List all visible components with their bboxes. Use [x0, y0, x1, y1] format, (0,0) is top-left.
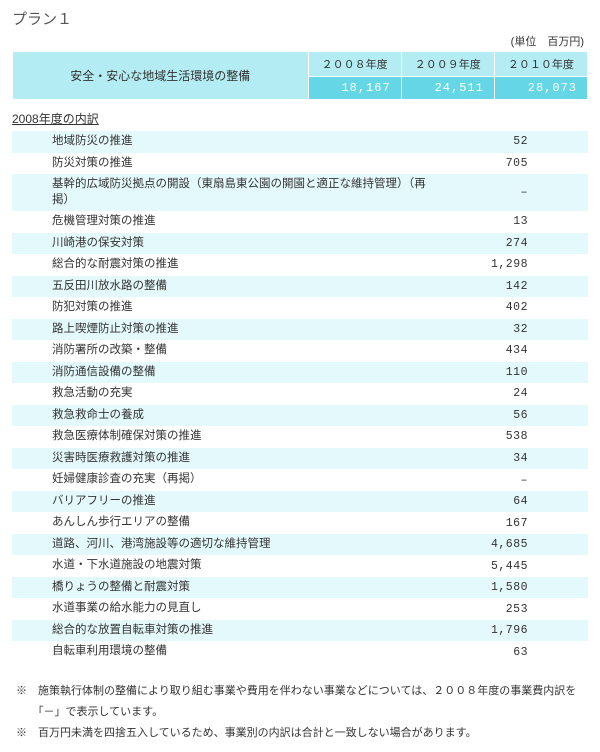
- row-value: 56: [432, 405, 588, 427]
- row-label: あんしん歩行エリアの整備: [12, 512, 432, 534]
- page-title: プラン１: [12, 8, 588, 29]
- row-value: 4,685: [432, 534, 588, 556]
- row-label: 道路、河川、港湾施設等の適切な維持管理: [12, 534, 432, 556]
- table-row: 救急医療体制確保対策の推進538: [12, 426, 588, 448]
- row-label: 妊婦健康診査の充実（再掲）: [12, 469, 432, 491]
- row-label: 防犯対策の推進: [12, 297, 432, 319]
- row-label: 地域防災の推進: [12, 131, 432, 153]
- table-row: 救急救命士の養成56: [12, 405, 588, 427]
- year-head-2: ２０１０年度: [494, 52, 587, 77]
- row-label: 水道・下水道施設の地震対策: [12, 555, 432, 577]
- table-row: 橋りょうの整備と耐震対策1,580: [12, 577, 588, 599]
- table-row: 地域防災の推進52: [12, 131, 588, 153]
- row-value: 142: [432, 276, 588, 298]
- breakdown-heading: 2008年度の内訳: [12, 110, 588, 127]
- table-row: 消防署所の改築・整備434: [12, 340, 588, 362]
- row-value: 1,298: [432, 254, 588, 276]
- summary-table: 安全・安心な地域生活環境の整備 ２００８年度 ２００９年度 ２０１０年度 18,…: [12, 51, 588, 100]
- table-row: 防犯対策の推進402: [12, 297, 588, 319]
- row-value: 64: [432, 491, 588, 513]
- table-row: 危機管理対策の推進13: [12, 211, 588, 233]
- year-val-0: 18,167: [308, 77, 401, 100]
- table-row: 五反田川放水路の整備142: [12, 276, 588, 298]
- table-row: バリアフリーの推進64: [12, 491, 588, 513]
- row-value: 24: [432, 383, 588, 405]
- row-value: 110: [432, 362, 588, 384]
- table-row: あんしん歩行エリアの整備167: [12, 512, 588, 534]
- year-head-0: ２００８年度: [308, 52, 401, 77]
- table-row: 道路、河川、港湾施設等の適切な維持管理4,685: [12, 534, 588, 556]
- table-row: 路上喫煙防止対策の推進32: [12, 319, 588, 341]
- footnote: ※ 百万円未満を四捨五入しているため、事業別の内訳は合計と一致しない場合がありま…: [16, 723, 584, 744]
- row-value: 34: [432, 448, 588, 470]
- row-label: 総合的な耐震対策の推進: [12, 254, 432, 276]
- row-value: 1,580: [432, 577, 588, 599]
- table-row: 基幹的広域防災拠点の開設（東扇島東公園の開園と適正な維持管理）（再掲）–: [12, 174, 588, 211]
- row-value: 1,796: [432, 620, 588, 642]
- row-label: 川崎港の保安対策: [12, 233, 432, 255]
- year-val-1: 24,511: [401, 77, 494, 100]
- row-label: 救急救命士の養成: [12, 405, 432, 427]
- table-row: 災害時医療救護対策の推進34: [12, 448, 588, 470]
- table-row: 総合的な耐震対策の推進1,298: [12, 254, 588, 276]
- row-value: 167: [432, 512, 588, 534]
- row-label: 自転車利用環境の整備: [12, 641, 432, 663]
- table-row: 川崎港の保安対策274: [12, 233, 588, 255]
- row-label: 防災対策の推進: [12, 153, 432, 175]
- row-label: 五反田川放水路の整備: [12, 276, 432, 298]
- row-value: 63: [432, 641, 588, 663]
- row-value: 274: [432, 233, 588, 255]
- footnote: ※ 施策執行体制の整備により取り組む事業や費用を伴わない事業などについては、２０…: [16, 681, 584, 723]
- row-value: 253: [432, 598, 588, 620]
- table-row: 水道事業の給水能力の見直し253: [12, 598, 588, 620]
- row-label: 水道事業の給水能力の見直し: [12, 598, 432, 620]
- row-value: 538: [432, 426, 588, 448]
- table-row: 妊婦健康診査の充実（再掲）–: [12, 469, 588, 491]
- row-value: 32: [432, 319, 588, 341]
- row-label: 橋りょうの整備と耐震対策: [12, 577, 432, 599]
- row-label: 消防署所の改築・整備: [12, 340, 432, 362]
- plan-desc: 安全・安心な地域生活環境の整備: [13, 52, 309, 100]
- row-value: 705: [432, 153, 588, 175]
- detail-table: 地域防災の推進52防災対策の推進705基幹的広域防災拠点の開設（東扇島東公園の開…: [12, 131, 588, 663]
- year-val-2: 28,073: [494, 77, 587, 100]
- row-label: 救急活動の充実: [12, 383, 432, 405]
- row-value: 434: [432, 340, 588, 362]
- row-label: 救急医療体制確保対策の推進: [12, 426, 432, 448]
- table-row: 水道・下水道施設の地震対策5,445: [12, 555, 588, 577]
- row-value: –: [432, 174, 588, 211]
- table-row: 防災対策の推進705: [12, 153, 588, 175]
- row-value: 52: [432, 131, 588, 153]
- row-label: バリアフリーの推進: [12, 491, 432, 513]
- row-label: 路上喫煙防止対策の推進: [12, 319, 432, 341]
- table-row: 総合的な放置自転車対策の推進1,796: [12, 620, 588, 642]
- table-row: 消防通信設備の整備110: [12, 362, 588, 384]
- row-label: 総合的な放置自転車対策の推進: [12, 620, 432, 642]
- row-label: 基幹的広域防災拠点の開設（東扇島東公園の開園と適正な維持管理）（再掲）: [12, 174, 432, 211]
- row-label: 危機管理対策の推進: [12, 211, 432, 233]
- row-value: 5,445: [432, 555, 588, 577]
- row-value: 402: [432, 297, 588, 319]
- table-row: 救急活動の充実24: [12, 383, 588, 405]
- row-value: –: [432, 469, 588, 491]
- row-label: 消防通信設備の整備: [12, 362, 432, 384]
- year-head-1: ２００９年度: [401, 52, 494, 77]
- footnotes: ※ 施策執行体制の整備により取り組む事業や費用を伴わない事業などについては、２０…: [12, 681, 588, 744]
- table-row: 自転車利用環境の整備63: [12, 641, 588, 663]
- unit-label: (単位 百万円): [12, 33, 588, 49]
- row-value: 13: [432, 211, 588, 233]
- row-label: 災害時医療救護対策の推進: [12, 448, 432, 470]
